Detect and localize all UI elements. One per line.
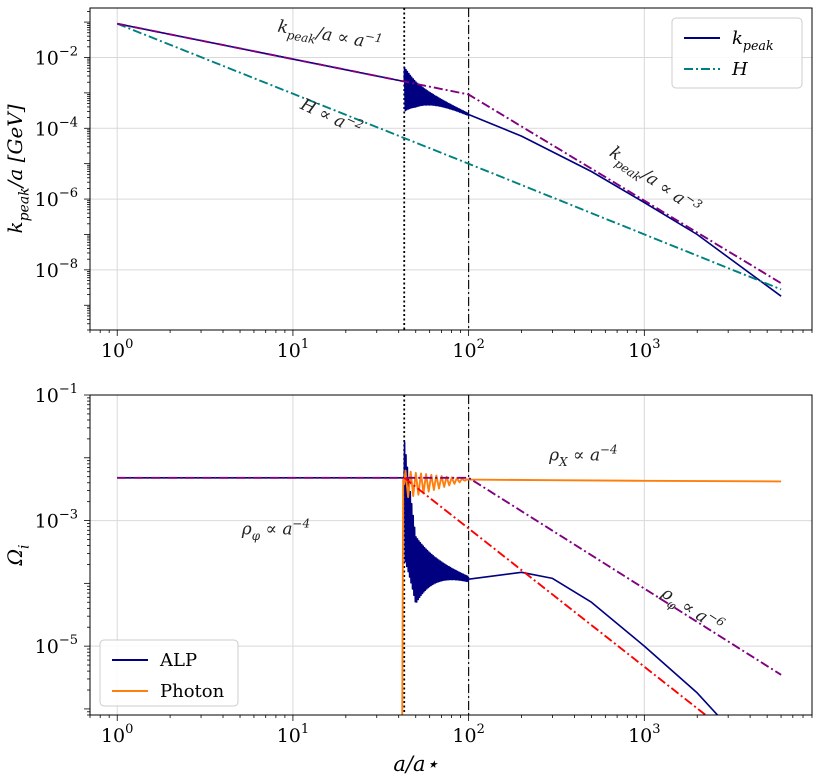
- annotation-label: ρφ ∝ a−4: [241, 516, 310, 543]
- legend-label: kpeak: [732, 28, 774, 53]
- x-tick-label: 100: [101, 722, 133, 747]
- axes-frame: [89, 394, 813, 716]
- y-tick-label: 10−3: [35, 508, 78, 533]
- minor-ticks: [84, 11, 813, 336]
- series-line-ref-2: [117, 22, 782, 285]
- x-tick-label: 101: [277, 722, 309, 747]
- x-tick-label: 100: [101, 337, 133, 362]
- series-line-k-peak: [117, 22, 782, 297]
- x-tick-label: 102: [452, 722, 484, 747]
- annotation-label: H ∝ a−2: [296, 91, 365, 140]
- annotation-label: kpeak/a ∝ a−1: [276, 14, 384, 58]
- series-group: [117, 441, 782, 715]
- x-axis-label: a/a⋆: [393, 752, 438, 776]
- y-tick-label: 10−5: [35, 633, 78, 658]
- y-tick-label: 10−4: [35, 115, 78, 140]
- annotation-label: ρφ ∝ a−6: [655, 580, 728, 640]
- x-tick-label: 102: [452, 337, 484, 362]
- annotation-label: kpeak/a ∝ a−3: [604, 140, 705, 222]
- x-tick-label: 103: [628, 337, 660, 362]
- y-axis-label: Ωi: [3, 544, 32, 566]
- y-tick-label: 10−2: [35, 44, 78, 69]
- y-tick-label: 10−8: [35, 257, 78, 282]
- legend: kpeak H: [671, 17, 803, 89]
- minor-ticks: [84, 394, 813, 721]
- legend-box: [671, 17, 803, 89]
- legend: ALP Photon: [99, 639, 239, 707]
- x-tick-label: 101: [277, 337, 309, 362]
- legend-label: Photon: [160, 681, 225, 702]
- annotation-label: ρX ∝ a−4: [548, 443, 617, 470]
- series-line-photon: [401, 469, 782, 715]
- y-tick-label: 10−6: [35, 186, 78, 211]
- legend-box: [99, 639, 239, 707]
- series-group: [116, 22, 782, 297]
- series-line-alp: [117, 441, 719, 715]
- legend-label: H: [731, 59, 748, 80]
- panel-bottom: 100 101 102 103 10−1 10−3 10−5 Ωi a/a⋆ ρφ ∝ a−4 ρX…: [3, 382, 813, 776]
- series-line-ref-2: [117, 476, 782, 676]
- series-line-h: [116, 22, 782, 291]
- y-tick-label: 10−1: [35, 382, 78, 407]
- y-axis-label: kpeak/a [GeV]: [3, 104, 32, 233]
- x-tick-label: 103: [628, 722, 660, 747]
- legend-label: ALP: [159, 650, 197, 671]
